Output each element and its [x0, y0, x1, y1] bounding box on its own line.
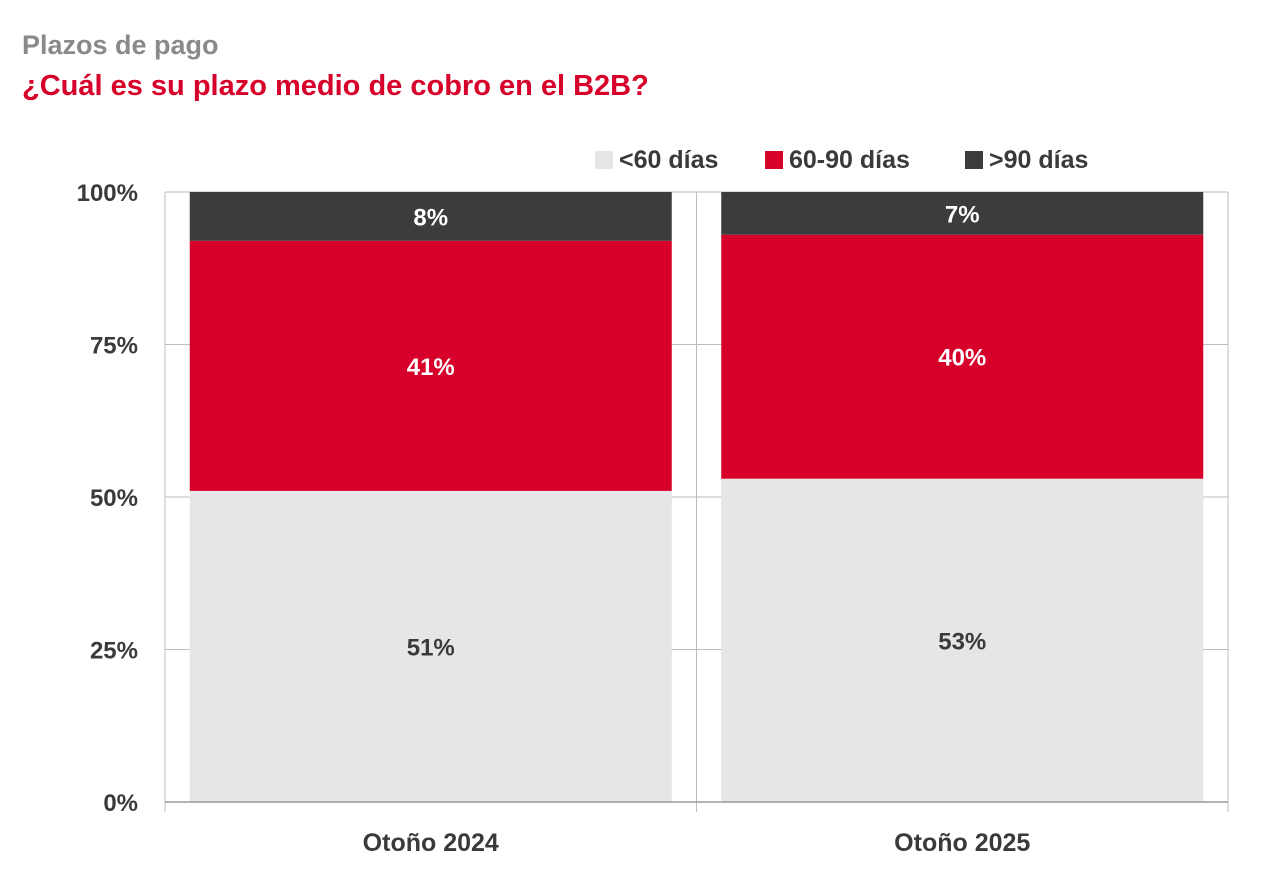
bar-segment: [189, 192, 672, 241]
legend-swatch: [595, 151, 613, 169]
legend-swatch: [965, 151, 983, 169]
legend-swatch: [765, 151, 783, 169]
chart-subtitle: ¿Cuál es su plazo medio de cobro en el B…: [22, 70, 649, 102]
y-tick-label: 100%: [77, 180, 138, 207]
bar-segment: [189, 490, 672, 802]
bar-segment: [189, 240, 672, 491]
data-label: 7%: [945, 201, 980, 228]
chart-title: Plazos de pago: [22, 30, 219, 60]
y-tick-label: 25%: [90, 638, 138, 665]
y-tick-label: 50%: [90, 485, 138, 512]
x-category-label: Otoño 2024: [363, 829, 499, 857]
bar-segment: [721, 192, 1204, 235]
legend-label: >90 días: [989, 146, 1088, 174]
y-tick-label: 0%: [103, 790, 138, 817]
data-label: 41%: [407, 354, 455, 381]
data-label: 53%: [938, 628, 986, 655]
data-label: 8%: [413, 204, 448, 231]
bar-segment: [721, 478, 1204, 802]
bar-segment: [721, 234, 1204, 479]
data-label: 51%: [407, 634, 455, 661]
data-label: 40%: [938, 345, 986, 372]
x-category-label: Otoño 2025: [894, 829, 1030, 857]
legend-label: <60 días: [619, 146, 718, 174]
legend-label: 60-90 días: [789, 146, 910, 174]
y-tick-label: 75%: [90, 333, 138, 360]
